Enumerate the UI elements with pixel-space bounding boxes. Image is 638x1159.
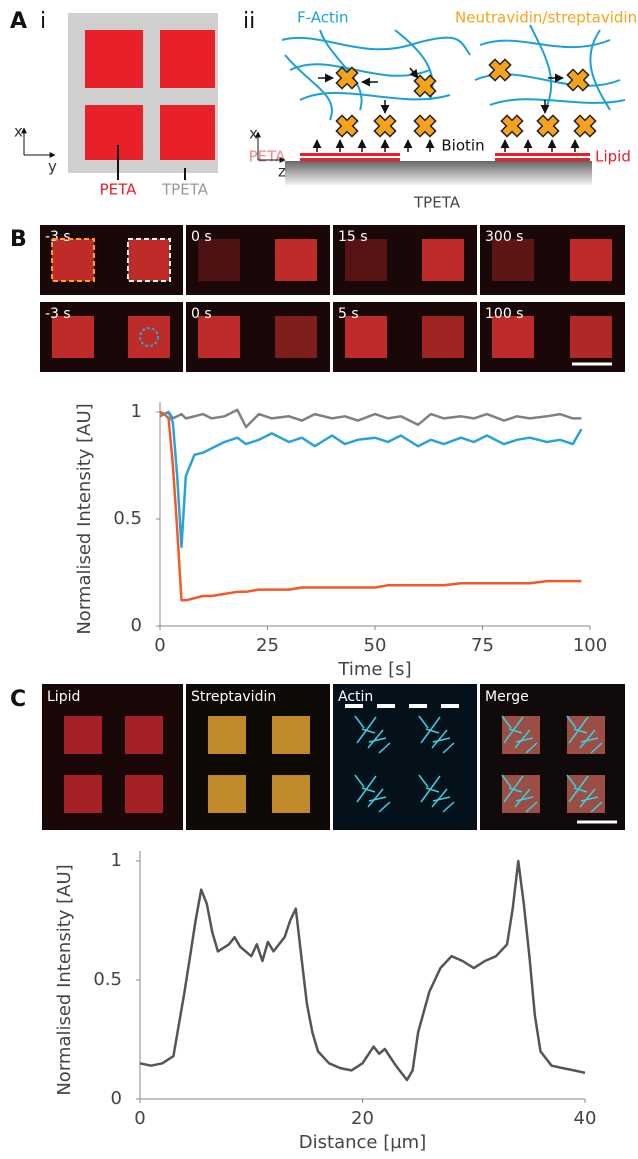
square bbox=[570, 239, 612, 281]
square bbox=[64, 775, 102, 813]
time-label: 0 s bbox=[191, 229, 212, 245]
square bbox=[422, 316, 464, 358]
channel-label: Merge bbox=[485, 689, 529, 705]
time-label: 15 s bbox=[338, 229, 368, 245]
series-line bbox=[160, 410, 581, 427]
y-tick-label: 0 bbox=[131, 615, 142, 636]
square bbox=[502, 775, 540, 813]
square bbox=[492, 316, 534, 358]
square bbox=[567, 775, 605, 813]
sub-label: ii bbox=[243, 9, 255, 34]
square bbox=[198, 316, 240, 358]
x-tick-label: 25 bbox=[256, 635, 279, 656]
square bbox=[275, 239, 317, 281]
x-tick-label: 75 bbox=[471, 635, 494, 656]
time-label: 5 s bbox=[338, 306, 359, 322]
square bbox=[125, 775, 163, 813]
label: Neutravidin/streptavidin bbox=[455, 9, 637, 27]
square bbox=[492, 239, 534, 281]
channel-label: Streptavidin bbox=[191, 689, 276, 705]
square bbox=[502, 716, 540, 754]
panel-letter: B bbox=[10, 227, 27, 252]
axis-letter: x bbox=[249, 125, 258, 143]
square bbox=[128, 316, 170, 358]
tpeta-block bbox=[285, 161, 592, 185]
label: Lipid bbox=[595, 148, 631, 166]
square bbox=[125, 716, 163, 754]
square bbox=[570, 316, 612, 358]
time-label: 300 s bbox=[485, 229, 523, 245]
y-tick-label: 0.5 bbox=[93, 969, 122, 990]
x-axis-label: Distance [µm] bbox=[299, 1132, 426, 1153]
y-tick-label: 0 bbox=[111, 1088, 122, 1109]
square bbox=[345, 239, 387, 281]
square bbox=[345, 316, 387, 358]
series-line bbox=[140, 861, 585, 1080]
square bbox=[208, 775, 246, 813]
y-tick-label: 1 bbox=[111, 850, 122, 871]
channel-label: Actin bbox=[338, 689, 373, 705]
label: PETA bbox=[100, 181, 138, 199]
square bbox=[198, 239, 240, 281]
sub-label: i bbox=[40, 9, 46, 34]
channel-label: Lipid bbox=[47, 689, 80, 705]
x-tick-label: 0 bbox=[154, 635, 165, 656]
time-label: -3 s bbox=[45, 229, 71, 245]
x-axis-label: Time [s] bbox=[337, 659, 411, 680]
series-line bbox=[160, 412, 581, 547]
x-tick-label: 40 bbox=[574, 1108, 597, 1129]
axis-letter: y bbox=[48, 158, 57, 176]
panel-letter: C bbox=[10, 687, 26, 712]
y-tick-label: 1 bbox=[131, 401, 142, 422]
square bbox=[272, 775, 310, 813]
time-label: 0 s bbox=[191, 306, 212, 322]
panel-letter: A bbox=[10, 9, 27, 34]
square bbox=[64, 716, 102, 754]
time-label: -3 s bbox=[45, 306, 71, 322]
y-axis-label: Normalised Intensity [AU] bbox=[74, 403, 95, 634]
label: F-Actin bbox=[297, 9, 349, 27]
label: TPETA bbox=[161, 181, 209, 199]
page: {"panel_a": {"letter": "A", "sub_i": "i"… bbox=[0, 0, 638, 1155]
frap-images: -3 s 0 s 15 s 300 s -3 s 0 s 5 s 100 s bbox=[40, 225, 625, 372]
crosses bbox=[331, 54, 600, 141]
label: Biotin bbox=[441, 137, 484, 155]
y-axis-label: Normalised Intensity [AU] bbox=[54, 864, 75, 1095]
channel-images: Lipid Streptavidin Actin Merge bbox=[42, 684, 625, 830]
time-label: 100 s bbox=[485, 306, 523, 322]
square bbox=[128, 239, 170, 281]
axis-letter: z bbox=[278, 163, 286, 181]
figure: A i PETA TPETA x y ii F-Actin Neutravidi… bbox=[0, 0, 638, 1155]
x-tick-label: 0 bbox=[134, 1108, 145, 1129]
label: TPETA bbox=[413, 194, 461, 212]
square bbox=[567, 716, 605, 754]
x-tick-label: 100 bbox=[573, 635, 607, 656]
square bbox=[208, 716, 246, 754]
square bbox=[52, 239, 94, 281]
square bbox=[422, 239, 464, 281]
square bbox=[272, 716, 310, 754]
x-tick-label: 50 bbox=[364, 635, 387, 656]
axis-letter: x bbox=[14, 123, 23, 141]
x-tick-label: 20 bbox=[351, 1108, 374, 1129]
square bbox=[275, 316, 317, 358]
y-tick-label: 0.5 bbox=[113, 508, 142, 529]
square bbox=[52, 316, 94, 358]
